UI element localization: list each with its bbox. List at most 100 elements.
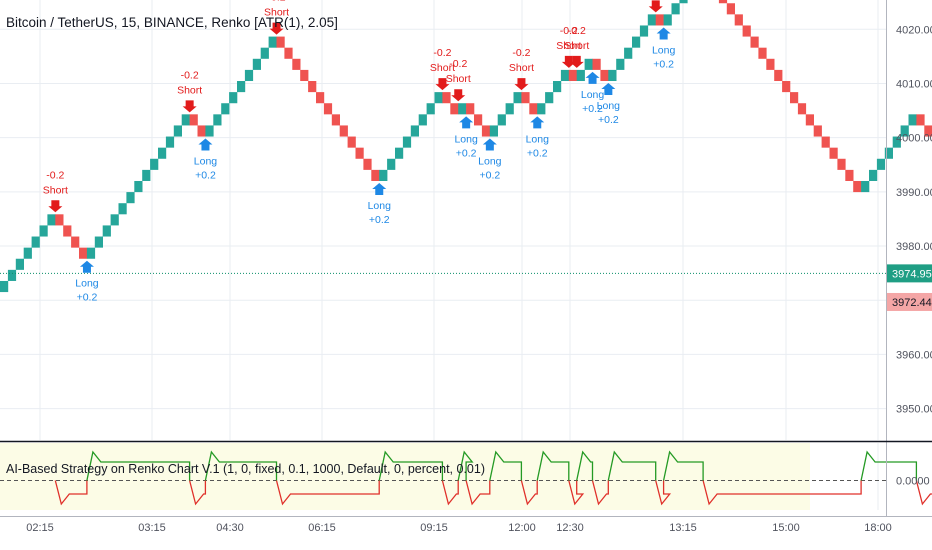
renko-brick-down — [442, 92, 451, 104]
long-value: +0.2 — [598, 114, 619, 126]
indicator-up-segment — [457, 450, 474, 481]
axes: 4020.004010.004000.003990.003980.003970.… — [0, 0, 932, 534]
renko-brick-up — [402, 136, 412, 148]
x-tick-label: 06:15 — [308, 522, 336, 534]
short-arrow-icon — [48, 200, 63, 213]
long-value: +0.2 — [369, 214, 390, 226]
y-tick-label: 3990.00 — [896, 187, 932, 199]
renko-brick-up — [134, 180, 143, 193]
renko-brick-up — [624, 47, 633, 59]
renko-brick-down — [845, 169, 854, 181]
short-arrow-icon — [561, 55, 576, 68]
renko-brick-up — [395, 147, 404, 159]
short-value: -0.2 — [512, 47, 530, 59]
short-arrow-icon — [569, 55, 584, 68]
renko-brick-down — [316, 92, 325, 104]
indicator-up-segment — [86, 450, 191, 481]
renko-brick-up — [505, 103, 514, 115]
x-tick-label: 09:15 — [420, 522, 448, 534]
renko-brick-down — [797, 103, 807, 115]
renko-brick-up — [142, 169, 151, 181]
short-label: Short — [509, 62, 534, 74]
renko-brick-up — [576, 69, 585, 82]
indicator-title: AI-Based Strategy on Renko Chart V.1 (1,… — [6, 462, 485, 476]
renko-brick-down — [829, 147, 838, 159]
short-label: Short — [177, 84, 202, 96]
renko-brick-down — [363, 158, 372, 170]
x-tick-label: 04:30 — [216, 522, 244, 534]
renko-brick-down — [474, 114, 483, 126]
renko-brick-down — [766, 58, 775, 70]
indicator-down-segment — [655, 480, 672, 506]
x-tick-label: 18:00 — [864, 522, 892, 534]
renko-brick-down — [734, 14, 743, 26]
indicator-up-segment — [489, 450, 523, 481]
long-arrow-icon — [482, 138, 497, 151]
renko-brick-up — [252, 58, 261, 70]
short-value: -0.2 — [268, 0, 286, 4]
long-label: Long — [478, 156, 502, 168]
long-value: +0.2 — [77, 292, 98, 304]
renko-brick-down — [339, 125, 348, 137]
renko-brick-down — [79, 247, 88, 259]
renko-brick-down — [916, 114, 925, 126]
renko-brick-down — [292, 58, 301, 70]
renko-brick-up — [458, 103, 467, 115]
long-label: Long — [194, 156, 218, 168]
indicator-pane — [0, 443, 932, 510]
indicator-background — [0, 443, 810, 510]
previous-price-label: 3972.44 — [892, 297, 932, 309]
renko-brick-up — [513, 92, 522, 104]
renko-brick-up — [387, 158, 396, 170]
y-tick-label: 3960.00 — [896, 349, 932, 361]
renko-brick-down — [284, 47, 293, 59]
x-tick-label: 12:30 — [556, 522, 584, 534]
renko-brick-up — [181, 114, 190, 126]
short-arrow-icon — [451, 89, 466, 102]
renko-brick-up — [23, 247, 32, 259]
renko-brick-down — [197, 125, 206, 137]
renko-brick-down — [805, 114, 814, 126]
renko-brick-up — [434, 92, 443, 104]
renko-brick-up — [158, 147, 167, 159]
renko-brick-up — [663, 14, 672, 26]
renko-bricks — [0, 0, 932, 293]
indicator-down-segment — [568, 480, 585, 506]
renko-brick-up — [244, 69, 254, 82]
renko-brick-down — [655, 14, 664, 26]
renko-brick-down — [300, 69, 309, 82]
short-arrow-icon — [269, 22, 284, 35]
renko-brick-down — [774, 69, 783, 82]
renko-brick-up — [418, 114, 427, 126]
renko-brick-up — [173, 125, 182, 137]
long-label: Long — [75, 278, 99, 290]
renko-brick-up — [118, 203, 127, 215]
chart-title: Bitcoin / TetherUS, 15, BINANCE, Renko [… — [6, 15, 338, 30]
long-arrow-icon — [601, 83, 616, 96]
renko-brick-up — [221, 103, 230, 115]
short-arrow-icon — [514, 78, 529, 91]
long-value: +0.2 — [582, 103, 603, 115]
renko-brick-down — [813, 125, 822, 137]
renko-brick-down — [837, 158, 846, 170]
indicator-down-segment — [591, 480, 609, 506]
renko-brick-up — [15, 258, 24, 270]
renko-brick-up — [908, 114, 917, 126]
renko-brick-up — [102, 225, 111, 237]
short-label: Short — [430, 62, 455, 74]
renko-brick-down — [853, 180, 862, 193]
renko-brick-down — [71, 236, 80, 248]
indicator-up-segment — [576, 450, 594, 481]
renko-brick-down — [521, 92, 530, 104]
indicator-up-segment — [204, 450, 278, 481]
renko-brick-up — [537, 103, 546, 115]
renko-brick-up — [560, 69, 570, 82]
renko-brick-up — [86, 247, 96, 259]
short-arrow-icon — [182, 100, 197, 113]
short-label: Short — [564, 40, 589, 52]
x-tick-label: 13:15 — [669, 522, 697, 534]
short-arrow-icon — [435, 78, 450, 91]
renko-brick-up — [639, 25, 649, 37]
renko-brick-down — [529, 103, 538, 115]
